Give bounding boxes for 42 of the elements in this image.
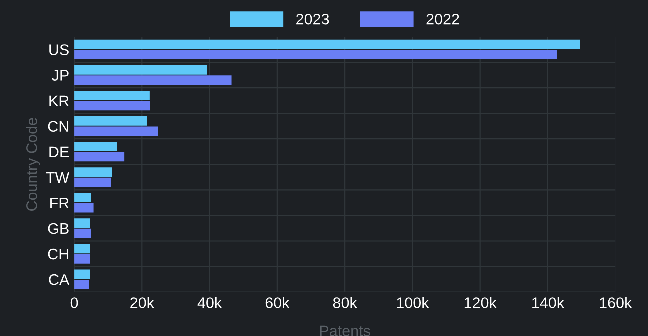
bar (74, 178, 112, 188)
bar (74, 152, 125, 162)
y-tick-label: US (50, 44, 69, 56)
x-tick-label: 40k (198, 297, 222, 308)
y-tick-label: CA (49, 274, 70, 286)
y-tick-label: KR (50, 96, 69, 106)
bar (74, 244, 90, 254)
bar (74, 101, 150, 111)
bar (74, 193, 92, 203)
bar (74, 203, 94, 213)
bar (74, 50, 558, 60)
x-tick-label: 100k (397, 297, 430, 308)
bar (74, 40, 580, 50)
y-tick-label: GB (48, 223, 69, 234)
y-tick-label: DE (50, 146, 69, 158)
bar (74, 90, 150, 100)
x-tick-label: 80k (333, 297, 358, 308)
bar (74, 280, 90, 290)
bar (74, 168, 112, 177)
legend-label: 2023 (296, 14, 330, 25)
x-tick-label: 160k (600, 297, 632, 308)
bar (74, 228, 92, 238)
x-tick-label: 140k (532, 297, 565, 308)
bar (74, 116, 148, 126)
y-tick-label: FR (50, 198, 69, 208)
bar (74, 65, 208, 75)
x-tick-label: 0 (70, 298, 78, 308)
y-tick-label: CN (48, 121, 68, 132)
legend-label: 2022 (426, 14, 460, 25)
y-tick-label: TW (46, 172, 70, 183)
y-tick-label: JP (52, 70, 69, 81)
y-axis-title: Country Code (26, 118, 40, 211)
bar (74, 142, 118, 152)
x-tick-label: 60k (266, 297, 290, 308)
bar (74, 126, 158, 136)
x-tick-label: 120k (464, 297, 497, 308)
bar (74, 218, 90, 228)
bar (74, 254, 90, 264)
y-tick-label: CH (48, 248, 68, 260)
bar (74, 270, 90, 280)
bar (74, 76, 232, 86)
x-tick-label: 20k (130, 297, 154, 308)
